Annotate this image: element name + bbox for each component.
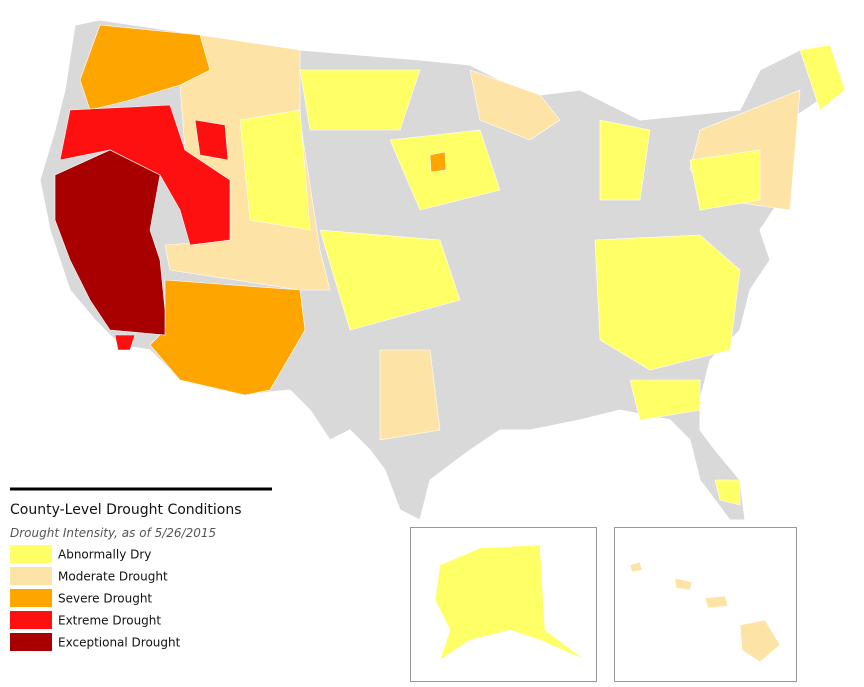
legend-label: Exceptional Drought	[58, 636, 181, 650]
severe-region	[79, 24, 211, 111]
severe-region	[429, 151, 447, 173]
extreme-region	[59, 104, 231, 246]
dry-region	[599, 119, 651, 201]
legend-label: Moderate Drought	[58, 570, 168, 584]
dry-region	[629, 379, 701, 421]
legend-swatch	[10, 589, 52, 607]
legend-subtitle: Drought Intensity, as of 5/26/2015	[10, 526, 216, 540]
hawaii-island	[629, 561, 643, 573]
dry-region	[594, 234, 741, 371]
dry-region	[689, 149, 761, 211]
hawaii-island	[674, 577, 693, 591]
hawaii	[629, 561, 781, 663]
moderate-region	[469, 69, 561, 141]
hawaii-inset-frame	[614, 527, 797, 682]
dry-region	[319, 229, 461, 331]
legend-swatch	[10, 567, 52, 585]
legend-label: Extreme Drought	[58, 614, 161, 628]
extreme-region	[194, 119, 229, 161]
hawaii-island	[704, 595, 729, 609]
moderate-region	[379, 349, 441, 441]
dry-region	[714, 479, 741, 506]
legend-label: Abnormally Dry	[58, 548, 151, 562]
legend-title: County-Level Drought Conditions	[10, 502, 242, 518]
legend-swatch	[10, 633, 52, 651]
legend-swatch	[10, 611, 52, 629]
hawaii-island	[739, 619, 781, 663]
dry-region	[299, 69, 421, 131]
exceptional-region	[54, 149, 166, 336]
legend-items: Abnormally Dry Moderate Drought Severe Dro…	[10, 545, 181, 651]
legend-swatch	[10, 545, 52, 563]
dry-region	[799, 44, 846, 111]
severe-region	[149, 279, 306, 396]
legend-label: Severe Drought	[58, 592, 152, 606]
dry-region	[239, 109, 311, 231]
extreme-region	[114, 334, 136, 351]
alaska	[434, 544, 586, 661]
